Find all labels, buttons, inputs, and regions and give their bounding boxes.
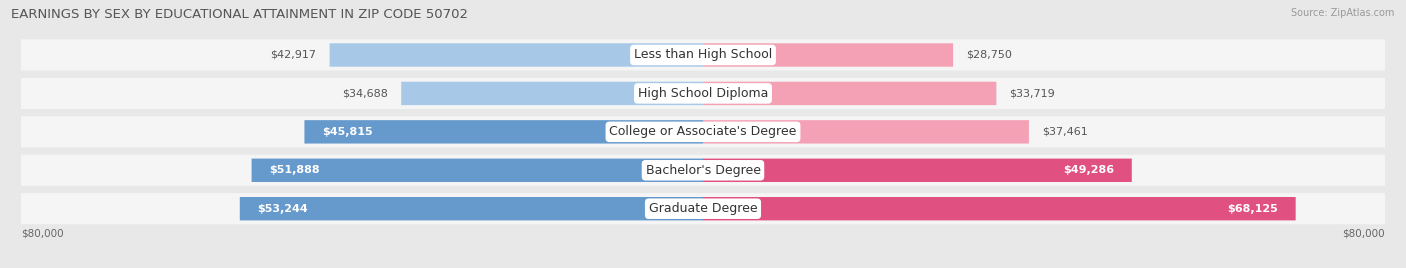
Text: $33,719: $33,719 — [1010, 88, 1054, 98]
Text: High School Diploma: High School Diploma — [638, 87, 768, 100]
FancyBboxPatch shape — [703, 82, 997, 105]
FancyBboxPatch shape — [703, 43, 953, 67]
FancyBboxPatch shape — [21, 116, 1385, 147]
FancyBboxPatch shape — [252, 159, 703, 182]
Text: $34,688: $34,688 — [342, 88, 388, 98]
Text: $53,244: $53,244 — [257, 204, 308, 214]
FancyBboxPatch shape — [21, 39, 1385, 70]
Text: College or Associate's Degree: College or Associate's Degree — [609, 125, 797, 138]
Text: $80,000: $80,000 — [1343, 229, 1385, 239]
Text: $68,125: $68,125 — [1227, 204, 1278, 214]
Text: $80,000: $80,000 — [21, 229, 63, 239]
FancyBboxPatch shape — [703, 197, 1296, 220]
FancyBboxPatch shape — [305, 120, 703, 144]
FancyBboxPatch shape — [21, 193, 1385, 224]
Text: $37,461: $37,461 — [1042, 127, 1088, 137]
Text: Less than High School: Less than High School — [634, 49, 772, 61]
FancyBboxPatch shape — [703, 159, 1132, 182]
Legend: Male, Female: Male, Female — [641, 265, 765, 268]
FancyBboxPatch shape — [240, 197, 703, 220]
FancyBboxPatch shape — [21, 78, 1385, 109]
Text: EARNINGS BY SEX BY EDUCATIONAL ATTAINMENT IN ZIP CODE 50702: EARNINGS BY SEX BY EDUCATIONAL ATTAINMEN… — [11, 8, 468, 21]
Text: Graduate Degree: Graduate Degree — [648, 202, 758, 215]
Text: $49,286: $49,286 — [1063, 165, 1115, 175]
FancyBboxPatch shape — [401, 82, 703, 105]
Text: $42,917: $42,917 — [270, 50, 316, 60]
Text: $51,888: $51,888 — [269, 165, 319, 175]
Text: $28,750: $28,750 — [966, 50, 1012, 60]
FancyBboxPatch shape — [329, 43, 703, 67]
Text: $45,815: $45,815 — [322, 127, 373, 137]
FancyBboxPatch shape — [703, 120, 1029, 144]
Text: Source: ZipAtlas.com: Source: ZipAtlas.com — [1291, 8, 1395, 18]
Text: Bachelor's Degree: Bachelor's Degree — [645, 164, 761, 177]
FancyBboxPatch shape — [21, 155, 1385, 186]
